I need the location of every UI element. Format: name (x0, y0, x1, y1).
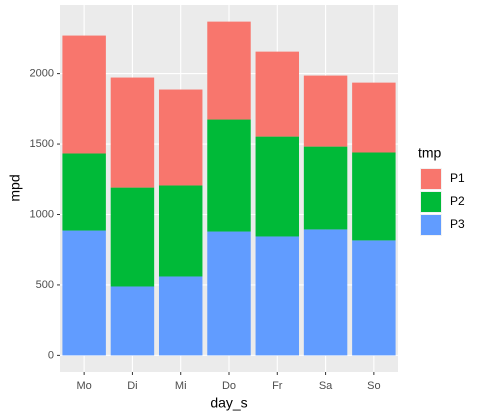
bar-segment (158, 276, 203, 356)
bar-segment (255, 236, 300, 356)
legend-label: P3 (450, 217, 465, 231)
bar-segment (62, 230, 106, 356)
y-tick-label: 1500 (30, 138, 54, 150)
bar-segment (62, 153, 106, 231)
bar-segment (303, 229, 348, 356)
y-tick-label: 500 (36, 279, 54, 291)
x-tick-label: Mi (175, 380, 187, 392)
x-axis-title: day_s (210, 395, 247, 411)
x-tick-label: So (367, 380, 380, 392)
legend-title: tmp (418, 145, 442, 161)
legend-label: P2 (450, 194, 465, 208)
bar-segment (352, 240, 396, 356)
bar-segment (255, 51, 300, 137)
bar-segment (62, 35, 106, 154)
bar-segment (255, 136, 300, 237)
bar-segment (352, 152, 396, 241)
bar-segment (158, 185, 203, 277)
legend-swatch (421, 192, 441, 212)
y-tick-label: 0 (48, 349, 54, 361)
x-tick-label: Do (222, 380, 236, 392)
bar-segment (158, 89, 203, 186)
x-tick-label: Di (127, 380, 137, 392)
x-tick-label: Mo (77, 380, 92, 392)
bar-segment (207, 21, 251, 120)
y-tick-label: 2000 (30, 68, 54, 80)
bar-segment (352, 82, 396, 153)
y-tick-label: 1000 (30, 208, 54, 220)
legend-swatch (421, 169, 441, 189)
bar-segment (110, 187, 155, 287)
bar-segment (303, 146, 348, 230)
x-tick-label: Fr (272, 380, 283, 392)
bar-segment (110, 286, 155, 356)
legend-label: P1 (450, 171, 465, 185)
bar-segment (303, 75, 348, 147)
bar-segment (207, 119, 251, 232)
y-axis-title: mpd (7, 174, 23, 201)
x-tick-label: Sa (319, 380, 333, 392)
bar-segment (110, 77, 155, 188)
legend-swatch (421, 215, 441, 235)
bar-segment (207, 231, 251, 356)
